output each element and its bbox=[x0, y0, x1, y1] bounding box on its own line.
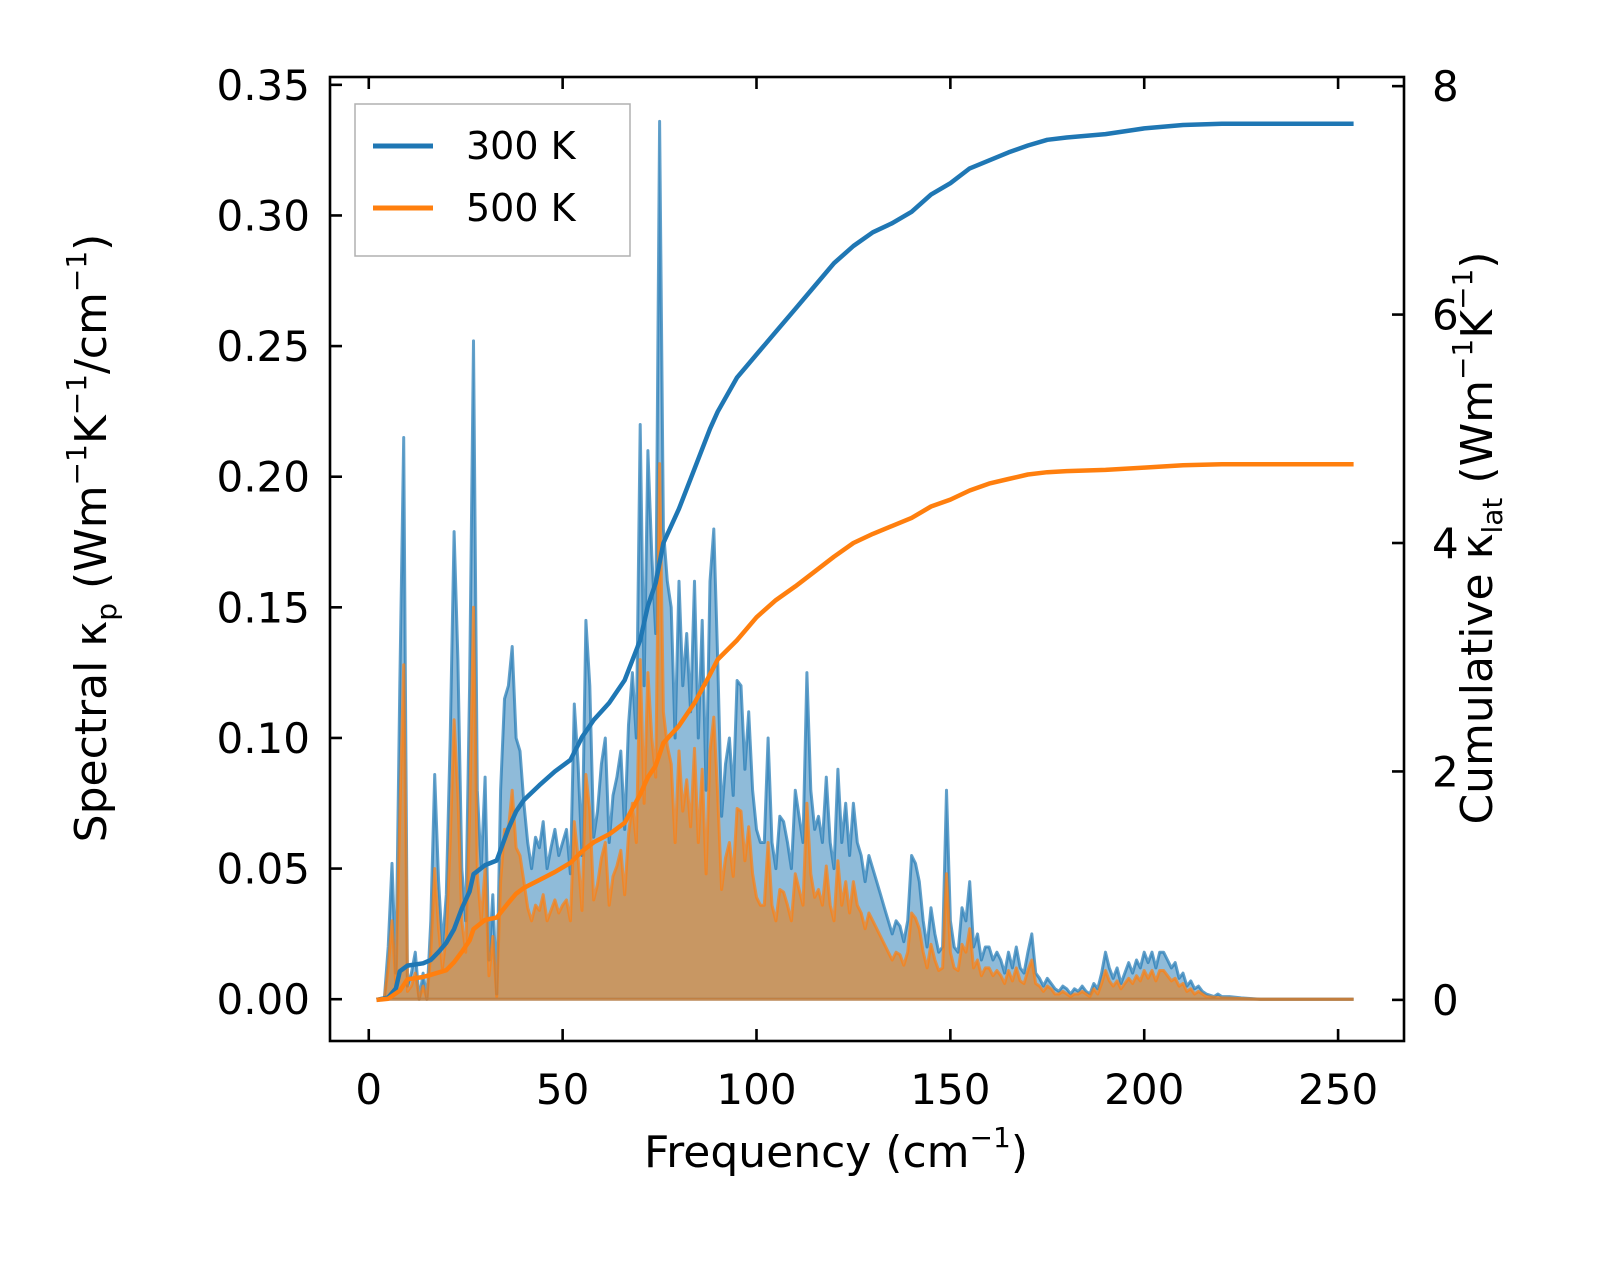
x-tick-label: 150 bbox=[910, 1065, 990, 1114]
x-tick-label: 200 bbox=[1104, 1065, 1184, 1114]
y-right-axis-title: Cumulative κlat (Wm−1K−1) bbox=[1446, 251, 1509, 824]
x-tick-label: 0 bbox=[355, 1065, 382, 1114]
y-left-tick-label: 0.25 bbox=[216, 322, 310, 371]
y-left-tick-label: 0.35 bbox=[216, 61, 310, 110]
y-right-tick-label: 4 bbox=[1432, 519, 1459, 568]
y-left-axis: 0.00 0.05 0.10 0.15 0.20 0.25 0.30 0.35 bbox=[216, 61, 342, 1024]
y-right-tick-label: 2 bbox=[1432, 747, 1459, 796]
y-right-tick-label: 8 bbox=[1432, 62, 1459, 111]
legend: 300 K 500 K bbox=[354, 103, 631, 257]
x-tick-label: 250 bbox=[1298, 1065, 1378, 1114]
y-left-tick-label: 0.05 bbox=[216, 845, 310, 894]
y-right-axis: 0 2 4 6 8 bbox=[1392, 62, 1459, 1025]
legend-box bbox=[354, 103, 631, 257]
x-tick-label: 100 bbox=[716, 1065, 796, 1114]
plot-frame bbox=[328, 75, 1406, 1043]
y-left-axis-title: Spectral κp (Wm−1K−1/cm−1) bbox=[60, 234, 123, 843]
x-axis: 0 50 100 150 200 250 bbox=[355, 77, 1378, 1114]
spectral-line-300k bbox=[376, 119, 1354, 1001]
y-left-tick-label: 0.10 bbox=[216, 714, 310, 763]
cumulative-line-500k bbox=[376, 461, 1354, 1003]
y-left-tick-label: 0.20 bbox=[216, 453, 310, 502]
y-left-tick-label: 0.15 bbox=[216, 583, 310, 632]
plot-area bbox=[376, 119, 1354, 1003]
y-left-tick-label: 0.30 bbox=[216, 191, 310, 240]
x-tick-label: 50 bbox=[536, 1065, 589, 1114]
x-axis-title: Frequency (cm−1) bbox=[644, 1121, 1028, 1178]
legend-label-500k: 500 K bbox=[466, 186, 577, 230]
spectral-lines bbox=[376, 119, 1354, 1001]
y-right-tick-label: 6 bbox=[1432, 291, 1459, 340]
cumulative-lines bbox=[376, 121, 1354, 1003]
spectral-line-500k bbox=[376, 462, 1354, 1001]
y-right-tick-label: 0 bbox=[1432, 976, 1459, 1025]
y-left-tick-label: 0.00 bbox=[216, 975, 310, 1024]
cumulative-line-300k bbox=[376, 121, 1354, 1003]
legend-label-300k: 300 K bbox=[466, 124, 577, 168]
